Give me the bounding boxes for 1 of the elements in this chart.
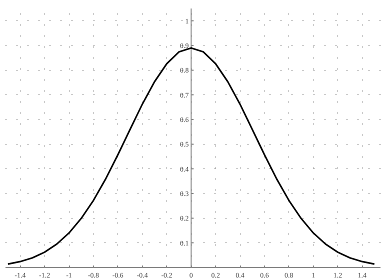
line-series <box>7 47 376 265</box>
